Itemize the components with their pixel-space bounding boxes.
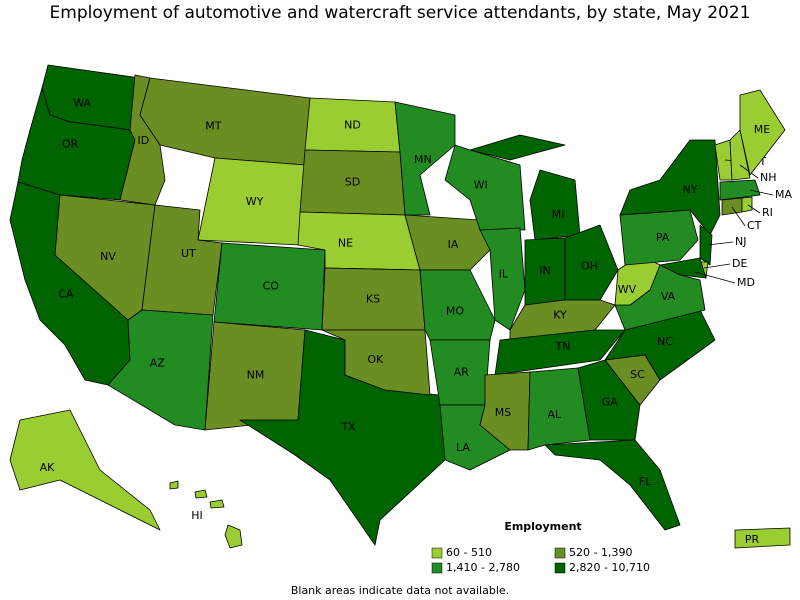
state-shape	[544, 439, 681, 531]
state-label: GA	[602, 396, 619, 409]
state-label: UT	[181, 247, 196, 260]
state-shape	[169, 480, 179, 490]
state-label: AR	[454, 366, 470, 379]
state-label: IA	[448, 238, 459, 251]
state-shape	[659, 257, 707, 279]
state-shape	[209, 499, 225, 509]
state-label: CT	[747, 219, 762, 232]
state-label: AZ	[150, 357, 166, 370]
leader-line	[707, 241, 734, 246]
state-label: AL	[547, 408, 562, 421]
state-shape	[404, 214, 491, 271]
state-shape	[739, 89, 786, 176]
legend-label: 2,820 - 10,710	[569, 561, 650, 574]
leader-line	[749, 189, 774, 196]
state-label: WI	[474, 179, 488, 192]
state-label: TN	[555, 340, 571, 353]
state-label: CO	[263, 279, 280, 292]
state-shape	[741, 196, 753, 213]
state-shape	[619, 139, 721, 236]
state-label: ID	[137, 134, 149, 147]
legend-swatch	[431, 547, 443, 559]
state-shape	[107, 309, 214, 431]
state-label: NH	[760, 171, 777, 184]
leader-line	[703, 263, 731, 269]
state-label: SC	[630, 368, 645, 381]
state-label: PA	[656, 231, 670, 244]
state-label: WA	[73, 96, 91, 109]
state-shape	[9, 409, 161, 531]
state-label: LA	[456, 441, 470, 454]
state-label: KS	[366, 293, 380, 306]
state-label: MT	[205, 120, 221, 133]
state-label: MA	[775, 188, 792, 201]
state-label: ME	[754, 123, 770, 136]
state-label: DE	[732, 257, 747, 270]
state-shape	[721, 197, 743, 216]
legend-title: Employment	[504, 520, 581, 533]
state-label: PR	[745, 533, 760, 546]
state-label: OH	[581, 260, 598, 273]
state-label: TX	[340, 421, 356, 434]
state-label: NV	[100, 250, 116, 263]
legend-swatch	[431, 562, 443, 574]
state-shape	[469, 134, 566, 161]
legend-swatch	[554, 547, 566, 559]
state-shape	[494, 329, 626, 376]
state-label: NY	[683, 183, 698, 196]
state-shape	[139, 77, 311, 166]
state-shape	[394, 101, 456, 216]
footnote: Blank areas indicate data not available.	[291, 584, 509, 597]
state-shape	[699, 224, 713, 266]
state-label: NM	[247, 369, 265, 382]
state-label: IL	[499, 268, 509, 281]
state-label: WV	[618, 283, 637, 296]
legend-label: 520 - 1,390	[569, 546, 632, 559]
state-label: CA	[58, 288, 74, 301]
state-label: MO	[446, 305, 464, 318]
state-label: VA	[661, 290, 676, 303]
legend-swatch	[554, 562, 566, 574]
state-label: HI	[191, 509, 203, 522]
state-label: NC	[657, 335, 673, 348]
state-label: FL	[639, 475, 652, 488]
leader-line	[694, 271, 736, 284]
state-label: WY	[246, 195, 264, 208]
state-label: MS	[495, 406, 511, 419]
leader-line	[747, 204, 761, 214]
state-shape	[224, 524, 243, 549]
state-label: MI	[552, 208, 565, 221]
state-shape	[577, 359, 641, 441]
state-shape	[194, 489, 208, 499]
state-label: MN	[414, 153, 432, 166]
state-label: RI	[762, 206, 773, 219]
state-shape	[734, 527, 791, 549]
state-label: MD	[737, 276, 755, 289]
map-title: Employment of automotive and watercraft …	[50, 3, 751, 23]
state-shape	[529, 169, 581, 241]
state-label: OK	[367, 353, 384, 366]
state-label: KY	[553, 309, 567, 322]
state-shape	[719, 179, 761, 201]
leader-line	[731, 206, 746, 227]
state-label: ND	[344, 119, 361, 132]
state-shape	[564, 224, 619, 301]
state-shape	[527, 367, 591, 451]
state-label: NJ	[735, 235, 746, 248]
state-label: SD	[345, 175, 360, 188]
state-label: NE	[338, 236, 353, 249]
state-label: IN	[539, 264, 550, 277]
legend-label: 60 - 510	[446, 546, 492, 559]
state-label: OR	[62, 137, 79, 150]
state-shape	[729, 129, 751, 181]
state-label: AK	[40, 461, 56, 474]
legend-label: 1,410 - 2,780	[446, 561, 520, 574]
